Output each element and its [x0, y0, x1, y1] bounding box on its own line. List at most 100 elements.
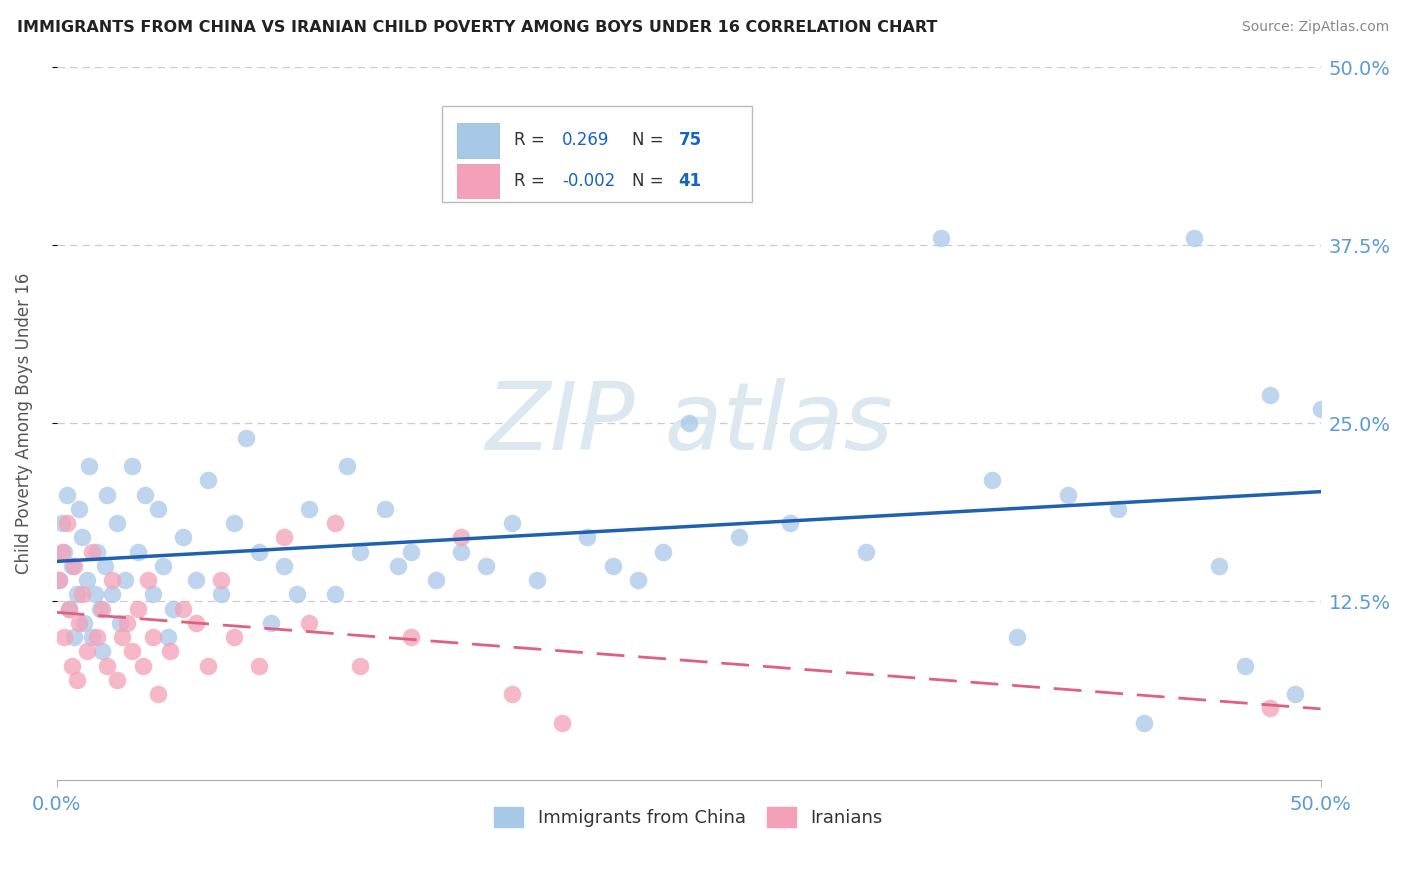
Point [159, 644, 181, 658]
Point [399, 630, 422, 644]
Point [374, 501, 396, 516]
Point [101, 573, 124, 587]
Point [127, 601, 149, 615]
Point [1132, 715, 1154, 730]
Point [1056, 487, 1078, 501]
Point [76, 644, 98, 658]
Point [80, 630, 103, 644]
Point [197, 474, 219, 488]
Point [91, 644, 114, 658]
Point [136, 573, 159, 587]
Point [55, 487, 77, 501]
Point [931, 231, 953, 245]
Point [1208, 558, 1230, 573]
Point [152, 558, 174, 573]
Text: ZIP atlas: ZIP atlas [485, 378, 893, 469]
Point [121, 644, 143, 658]
Point [450, 530, 472, 544]
Point [131, 658, 153, 673]
Bar [457, 123, 499, 158]
Point [222, 516, 245, 530]
Point [1107, 501, 1129, 516]
Text: 75: 75 [679, 131, 702, 150]
Point [51, 516, 73, 530]
Point [475, 558, 498, 573]
Point [779, 516, 801, 530]
Point [501, 516, 523, 530]
Point [117, 615, 139, 630]
Point [134, 487, 156, 501]
Point [323, 587, 346, 601]
Point [184, 615, 207, 630]
Point [108, 615, 131, 630]
Point [1258, 701, 1281, 715]
Point [70, 587, 93, 601]
Point [48, 573, 70, 587]
Point [172, 601, 194, 615]
Point [58, 601, 80, 615]
Point [1258, 388, 1281, 402]
Point [67, 615, 90, 630]
Point [209, 587, 232, 601]
Point [450, 544, 472, 558]
Point [63, 630, 86, 644]
Point [501, 687, 523, 701]
Point [73, 615, 96, 630]
Point [76, 573, 98, 587]
Legend: Immigrants from China, Iranians: Immigrants from China, Iranians [486, 799, 890, 835]
Point [67, 501, 90, 516]
Point [551, 160, 574, 174]
Point [1005, 630, 1028, 644]
Point [105, 516, 128, 530]
Point [156, 630, 179, 644]
Point [111, 630, 134, 644]
Point [101, 587, 124, 601]
Point [247, 544, 270, 558]
Point [336, 459, 359, 474]
Point [576, 530, 599, 544]
Point [146, 501, 169, 516]
Text: Source: ZipAtlas.com: Source: ZipAtlas.com [1241, 20, 1389, 34]
Point [60, 658, 83, 673]
Point [172, 530, 194, 544]
Point [1182, 231, 1205, 245]
Point [728, 530, 751, 544]
Point [51, 544, 73, 558]
Point [86, 544, 108, 558]
Point [48, 573, 70, 587]
Point [146, 687, 169, 701]
Point [425, 573, 447, 587]
Point [1233, 658, 1256, 673]
Point [1284, 687, 1306, 701]
Point [53, 544, 76, 558]
Point [602, 558, 624, 573]
Point [142, 587, 165, 601]
Point [855, 544, 877, 558]
Point [105, 673, 128, 687]
FancyBboxPatch shape [441, 106, 752, 202]
Point [86, 630, 108, 644]
Point [70, 530, 93, 544]
Point [93, 558, 115, 573]
Text: 0.269: 0.269 [562, 131, 610, 150]
Point [247, 658, 270, 673]
Point [678, 417, 700, 431]
Point [96, 487, 118, 501]
Point [121, 459, 143, 474]
Point [526, 573, 548, 587]
Text: IMMIGRANTS FROM CHINA VS IRANIAN CHILD POVERTY AMONG BOYS UNDER 16 CORRELATION C: IMMIGRANTS FROM CHINA VS IRANIAN CHILD P… [17, 20, 938, 35]
Point [980, 474, 1002, 488]
Point [127, 544, 149, 558]
Point [349, 658, 371, 673]
Text: R =: R = [515, 172, 546, 190]
Point [323, 516, 346, 530]
Point [652, 544, 675, 558]
Point [66, 673, 89, 687]
Point [96, 658, 118, 673]
Text: R =: R = [515, 131, 546, 150]
Point [66, 587, 89, 601]
Point [222, 630, 245, 644]
Text: N =: N = [631, 131, 664, 150]
Point [79, 459, 101, 474]
Point [551, 715, 574, 730]
